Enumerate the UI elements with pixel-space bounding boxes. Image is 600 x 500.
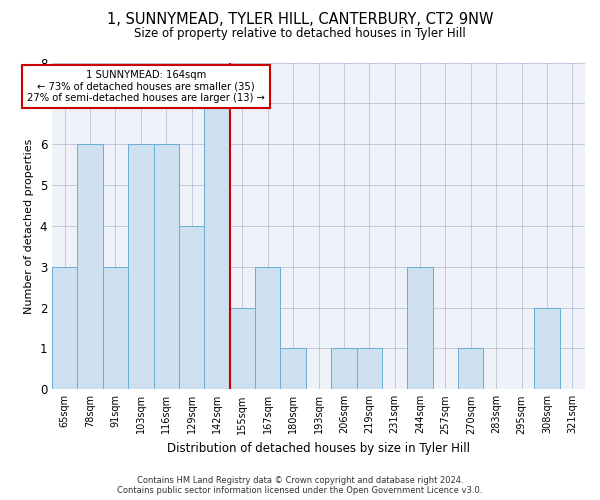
Bar: [103, 267, 128, 390]
Bar: [356, 348, 382, 390]
Bar: [280, 348, 306, 390]
Text: Size of property relative to detached houses in Tyler Hill: Size of property relative to detached ho…: [134, 28, 466, 40]
Bar: [154, 144, 179, 390]
Bar: [534, 308, 560, 390]
X-axis label: Distribution of detached houses by size in Tyler Hill: Distribution of detached houses by size …: [167, 442, 470, 455]
Bar: [128, 144, 154, 390]
Bar: [52, 267, 77, 390]
Bar: [255, 267, 280, 390]
Y-axis label: Number of detached properties: Number of detached properties: [24, 138, 34, 314]
Bar: [458, 348, 484, 390]
Bar: [204, 104, 230, 390]
Text: Contains HM Land Registry data © Crown copyright and database right 2024.
Contai: Contains HM Land Registry data © Crown c…: [118, 476, 482, 495]
Text: 1 SUNNYMEAD: 164sqm
← 73% of detached houses are smaller (35)
27% of semi-detach: 1 SUNNYMEAD: 164sqm ← 73% of detached ho…: [27, 70, 265, 103]
Bar: [77, 144, 103, 390]
Bar: [230, 308, 255, 390]
Text: 1, SUNNYMEAD, TYLER HILL, CANTERBURY, CT2 9NW: 1, SUNNYMEAD, TYLER HILL, CANTERBURY, CT…: [107, 12, 493, 28]
Bar: [407, 267, 433, 390]
Bar: [179, 226, 204, 390]
Bar: [331, 348, 356, 390]
